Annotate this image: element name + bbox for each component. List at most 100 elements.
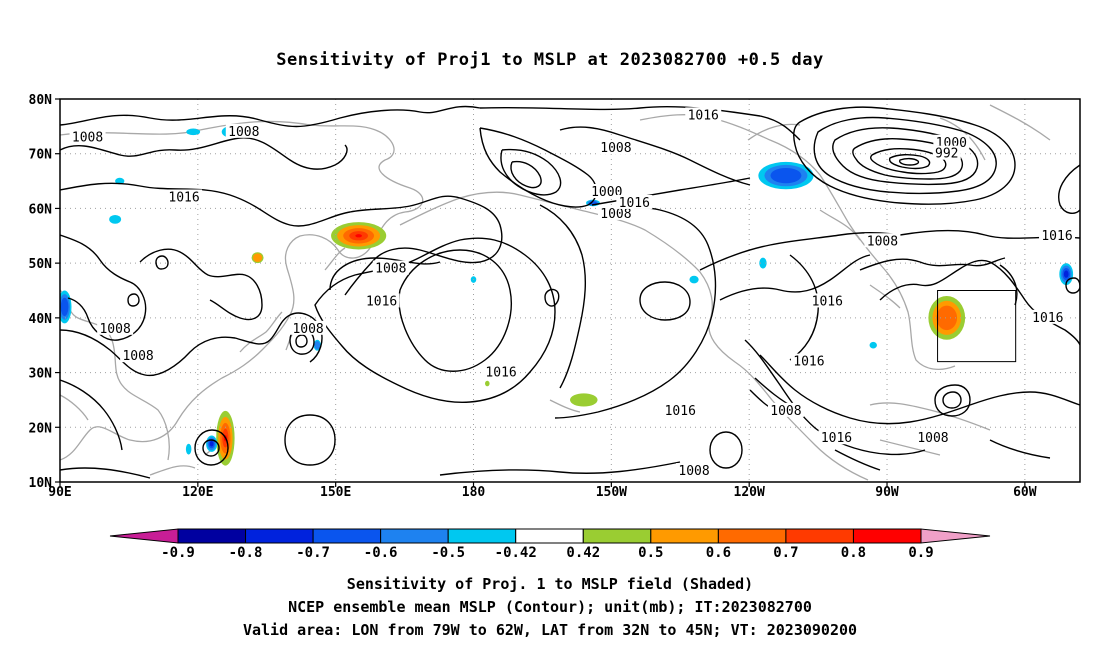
lat-tick-label: 10N bbox=[29, 476, 53, 491]
lon-tick-label: 120W bbox=[734, 485, 765, 500]
contour-label-bg bbox=[69, 129, 106, 144]
contour-label-bg bbox=[363, 293, 400, 308]
negative-sensitivity-area bbox=[109, 214, 122, 224]
contour-label: 1008 bbox=[867, 234, 898, 249]
contour-label: 1008 bbox=[292, 322, 323, 337]
contour-label-bg bbox=[864, 233, 901, 248]
colorbar-segment bbox=[312, 528, 382, 544]
contour-label-bg bbox=[166, 189, 203, 204]
contour-label: 1000 bbox=[591, 185, 622, 200]
contour-label-bg bbox=[676, 463, 713, 478]
contour-label-bg bbox=[932, 145, 961, 160]
contour-label: 1008 bbox=[678, 464, 709, 479]
map-frame bbox=[59, 98, 1081, 483]
contour-label-bg bbox=[483, 364, 520, 379]
contour-label: 1016 bbox=[793, 355, 824, 370]
contour-label-bg bbox=[372, 260, 409, 275]
negative-sensitivity-area bbox=[186, 128, 201, 136]
contour-label-bg bbox=[933, 134, 970, 149]
contour-label: 1016 bbox=[366, 294, 397, 309]
colorbar-segment bbox=[447, 528, 517, 544]
contour-label: 1008 bbox=[122, 349, 153, 364]
contour-label: 1008 bbox=[917, 431, 948, 446]
negative-sensitivity-area bbox=[869, 341, 877, 349]
positive-sensitivity-area bbox=[485, 380, 490, 387]
colorbar-segment bbox=[852, 528, 922, 544]
contour-label: 992 bbox=[935, 147, 958, 162]
contour-label: 1016 bbox=[812, 294, 843, 309]
contour-label-bg bbox=[809, 293, 846, 308]
negative-sensitivity-area bbox=[60, 297, 69, 317]
contour-label-bg bbox=[290, 320, 327, 335]
caption-line-2: NCEP ensemble mean MSLP (Contour); unit(… bbox=[288, 598, 812, 616]
negative-sensitivity-area bbox=[209, 440, 214, 447]
lon-tick-label: 120E bbox=[182, 485, 213, 500]
contour-label: 1008 bbox=[99, 322, 130, 337]
lat-tick-label: 70N bbox=[29, 148, 53, 163]
colorbar-segment bbox=[785, 528, 854, 544]
colorbar-low-arrow bbox=[109, 528, 179, 544]
negative-sensitivity-area bbox=[314, 340, 321, 350]
lat-tick-label: 60N bbox=[29, 202, 53, 217]
contour-label-bg bbox=[616, 194, 653, 209]
colorbar-segment bbox=[177, 528, 247, 544]
lon-tick-label: 60W bbox=[1013, 485, 1037, 500]
positive-sensitivity-area bbox=[570, 393, 598, 407]
positive-sensitivity-area bbox=[252, 253, 263, 262]
caption-line-3: Valid area: LON from 79W to 62W, LAT fro… bbox=[242, 621, 858, 639]
lat-tick-label: 40N bbox=[29, 312, 53, 327]
lon-tick-label: 90E bbox=[48, 485, 71, 500]
contour-label-bg bbox=[1039, 227, 1076, 242]
contour-label: 1008 bbox=[770, 404, 801, 419]
contour-label: 1008 bbox=[600, 207, 631, 222]
contour-label: 1016 bbox=[1041, 229, 1072, 244]
map-grid bbox=[60, 99, 1080, 482]
lat-tick-label: 20N bbox=[29, 421, 53, 436]
contour-label: 1016 bbox=[665, 404, 696, 419]
contour-label: 1016 bbox=[485, 366, 516, 381]
contour-label: 1016 bbox=[821, 431, 852, 446]
colorbar-segment bbox=[515, 528, 584, 544]
contour-label-bg bbox=[685, 107, 722, 122]
lon-tick-label: 150E bbox=[320, 485, 351, 500]
contour-label-bg bbox=[97, 320, 134, 335]
mslp-contours bbox=[60, 105, 1080, 479]
colorbar-segment bbox=[650, 528, 719, 544]
lon-tick-label: 90W bbox=[875, 485, 899, 500]
contour-label-bg bbox=[767, 402, 804, 417]
contour-label-bg bbox=[597, 205, 634, 220]
valid-area-box bbox=[937, 290, 1017, 363]
contour-label: 1016 bbox=[168, 190, 199, 205]
contour-label: 1008 bbox=[375, 262, 406, 277]
figure-title: Sensitivity of Proj1 to MSLP at 20230827… bbox=[276, 50, 824, 70]
contour-label-bg bbox=[914, 430, 951, 445]
positive-sensitivity-area bbox=[936, 305, 958, 331]
coastlines bbox=[60, 104, 1051, 481]
contour-label-bg bbox=[662, 402, 699, 417]
lon-tick-label: 180 bbox=[462, 485, 486, 500]
colorbar-segment bbox=[582, 528, 652, 544]
lat-tick-label: 80N bbox=[29, 93, 53, 108]
colorbar-high-arrow bbox=[920, 528, 991, 544]
contour-label: 1008 bbox=[600, 141, 631, 156]
positive-sensitivity-area bbox=[355, 234, 362, 238]
contour-label: 1016 bbox=[688, 108, 719, 123]
contour-label: 1016 bbox=[619, 196, 650, 211]
contour-label: 1008 bbox=[228, 125, 259, 140]
contour-label: 1008 bbox=[72, 130, 103, 145]
lon-tick-label: 150W bbox=[596, 485, 627, 500]
contour-label-bg bbox=[588, 184, 625, 199]
lat-tick-label: 50N bbox=[29, 257, 53, 272]
contour-label-bg bbox=[597, 140, 634, 155]
contour-label-bg bbox=[818, 430, 855, 445]
map-axes: 90E 120E 150E 180 150W 120W 90W 60W 80N 70N 60N 50N… bbox=[29, 93, 1037, 500]
negative-sensitivity-area bbox=[689, 275, 699, 284]
contour-label-bg bbox=[120, 348, 157, 363]
contour-label: 1016 bbox=[1032, 311, 1063, 326]
negative-sensitivity-area bbox=[185, 443, 192, 455]
caption-line-1: Sensitivity of Proj. 1 to MSLP field (Sh… bbox=[346, 575, 754, 593]
contour-label-bg bbox=[1029, 309, 1066, 324]
colorbar bbox=[109, 528, 991, 544]
negative-sensitivity-area bbox=[770, 167, 802, 184]
colorbar-segment bbox=[245, 528, 314, 544]
